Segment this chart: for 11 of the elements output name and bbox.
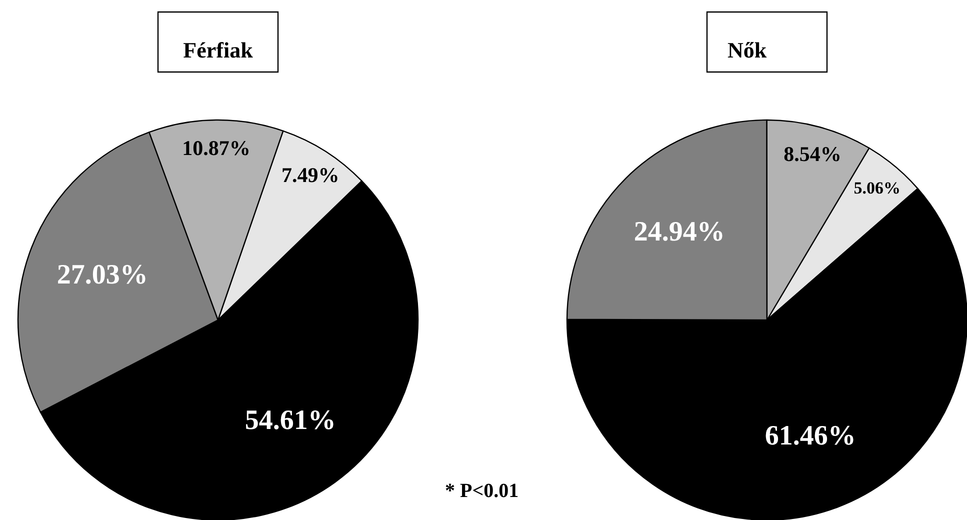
- data-label: 7.49%: [281, 162, 340, 187]
- chart-title: Nők: [727, 38, 768, 62]
- chart-title: Férfiak: [183, 38, 254, 62]
- data-label: 5.06%: [854, 178, 900, 198]
- data-label: 61.46%: [764, 420, 856, 452]
- data-label: 8.54%: [784, 142, 842, 166]
- data-label: 54.61%: [244, 405, 336, 436]
- data-label: 24.94%: [634, 216, 725, 248]
- data-label: 10.87%: [182, 136, 250, 160]
- data-label: 27.03%: [56, 260, 148, 291]
- text: * P<0.01: [445, 480, 519, 503]
